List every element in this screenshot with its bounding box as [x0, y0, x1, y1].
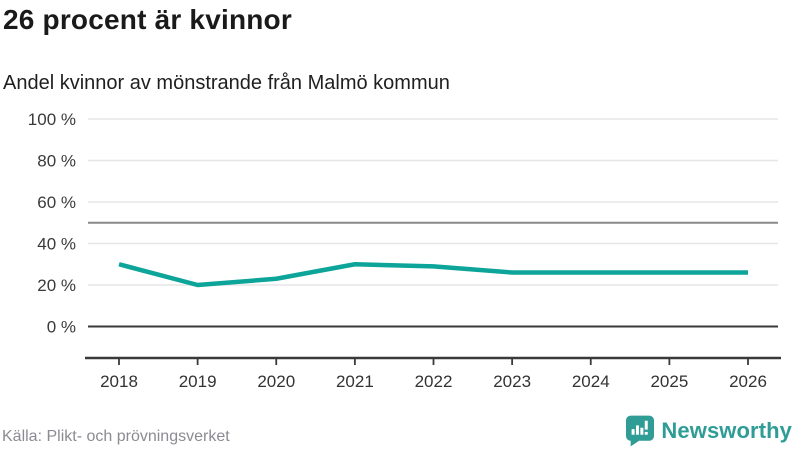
- y-axis-label-0: 0 %: [47, 318, 76, 337]
- y-axis-label-60: 60 %: [37, 193, 76, 212]
- source-note: Källa: Plikt- och prövningsverket: [2, 428, 230, 445]
- y-axis-label-40: 40 %: [37, 235, 76, 254]
- newsworthy-wordmark: Newsworthy: [661, 418, 792, 443]
- chart-title: 26 procent är kvinnor: [3, 4, 292, 35]
- x-axis-label-2022: 2022: [415, 372, 453, 391]
- x-axis-label-2025: 2025: [650, 372, 688, 391]
- chart-subtitle: Andel kvinnor av mönstrande från Malmö k…: [3, 72, 450, 94]
- x-axis-label-2026: 2026: [729, 372, 767, 391]
- data-line-Andel kvinnor av mönstrande, Malmö kommun (%): [118, 262, 748, 288]
- x-axis-label-2018: 2018: [100, 372, 138, 391]
- x-axis-label-2023: 2023: [493, 372, 531, 391]
- y-axis-label-100: 100 %: [28, 110, 76, 129]
- x-axis-label-2019: 2019: [179, 372, 217, 391]
- x-axis-label-2021: 2021: [336, 372, 374, 391]
- newsworthy-bar-chart-bubble-icon: [626, 415, 655, 447]
- newsworthy-logo: Newsworthy: [626, 414, 792, 448]
- y-axis-label-80: 80 %: [37, 152, 76, 171]
- y-axis-label-20: 20 %: [37, 276, 76, 295]
- x-axis-label-2024: 2024: [572, 372, 610, 391]
- x-axis-label-2020: 2020: [257, 372, 295, 391]
